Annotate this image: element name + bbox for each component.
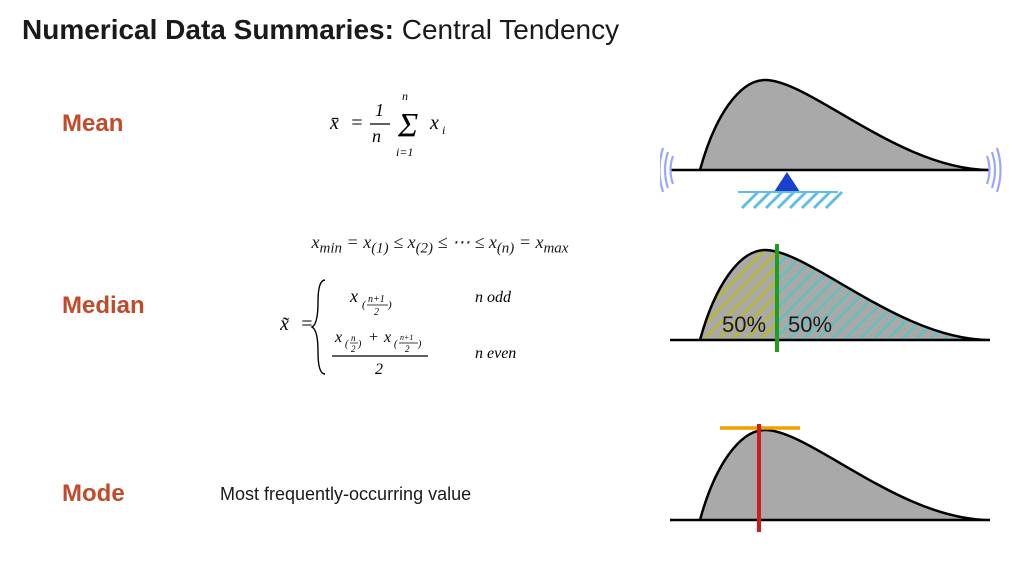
svg-text:x̃: x̃ (280, 313, 289, 335)
svg-text:=: = (300, 313, 314, 335)
svg-text:x̄: x̄ (330, 112, 339, 134)
svg-text:(: ( (345, 339, 349, 350)
svg-text:n+1: n+1 (400, 333, 413, 342)
svg-text:+: + (368, 329, 379, 346)
svg-text:x: x (334, 329, 342, 346)
svg-text:x: x (349, 286, 358, 306)
svg-text:i=1: i=1 (396, 145, 413, 159)
svg-text:n: n (351, 333, 356, 343)
svg-text:i: i (442, 123, 445, 137)
median-pct-left: 50% (722, 312, 766, 337)
svg-text:1: 1 (375, 100, 384, 120)
svg-text:x: x (383, 329, 391, 346)
mode-label: Mode (62, 480, 125, 508)
svg-text:2: 2 (351, 344, 356, 354)
page-title: Numerical Data Summaries: Central Tenden… (22, 14, 619, 46)
median-formula: x̃ = x ( n+1 2 ) n odd x ( n 2 ) + x ( n… (280, 272, 610, 382)
median-pct-right: 50% (788, 312, 832, 337)
median-diagram: 50% 50% (660, 240, 1010, 370)
svg-text:(: ( (394, 339, 398, 350)
title-light: Central Tendency (394, 14, 619, 45)
svg-text:): ) (387, 299, 392, 311)
svg-text:): ) (357, 339, 362, 350)
mean-diagram (660, 70, 1010, 210)
mode-diagram (660, 420, 1010, 550)
title-bold: Numerical Data Summaries: (22, 14, 394, 45)
svg-text:Σ: Σ (397, 107, 418, 144)
mean-formula: x̄ = 1 n Σ n i=1 x i (330, 84, 530, 164)
case-odd: n odd (475, 289, 512, 306)
case-even: n even (475, 345, 516, 362)
svg-text:2: 2 (405, 344, 410, 354)
svg-text:n+1: n+1 (368, 294, 385, 305)
svg-text:n: n (372, 126, 381, 146)
svg-text:n: n (402, 89, 408, 103)
svg-text:x: x (429, 112, 439, 134)
svg-text:(: ( (362, 299, 367, 311)
svg-text:2: 2 (375, 361, 383, 378)
svg-text:2: 2 (374, 307, 379, 318)
mode-desc: Most frequently-occurring value (220, 484, 471, 505)
svg-text:=: = (350, 112, 364, 134)
mean-label: Mean (62, 110, 123, 138)
svg-text:): ) (417, 339, 422, 350)
median-order: xmin = x(1) ≤ x(2) ≤ ⋯ ≤ x(n) = xmax (260, 232, 620, 258)
median-label: Median (62, 292, 145, 320)
